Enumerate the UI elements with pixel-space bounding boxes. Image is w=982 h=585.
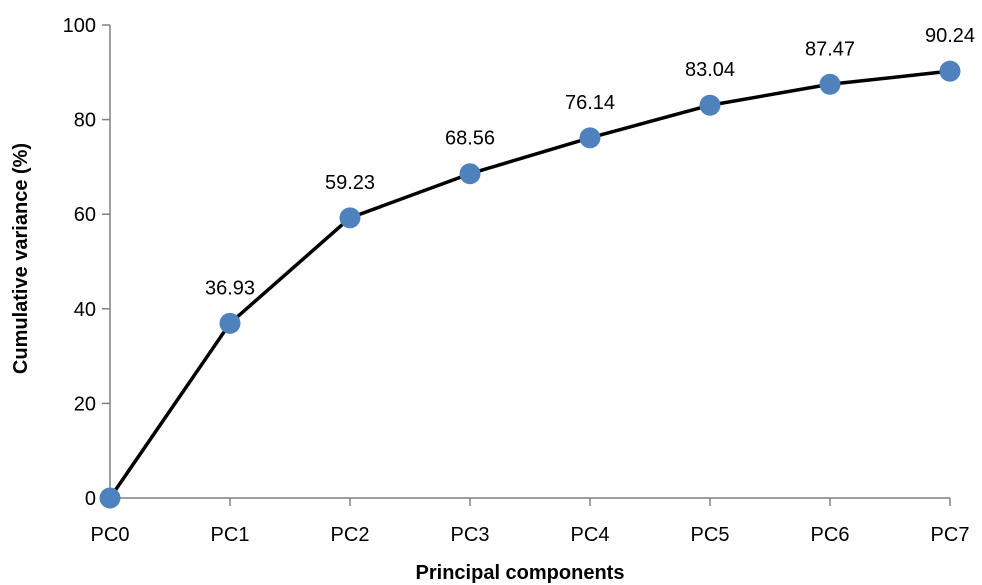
y-tick-label: 0 <box>85 488 96 510</box>
data-point-pc5 <box>699 94 721 116</box>
x-tick-label: PC2 <box>331 524 370 546</box>
x-tick-label: PC7 <box>931 524 970 546</box>
x-tick-label: PC6 <box>811 524 850 546</box>
data-label-pc2: 59.23 <box>325 172 375 194</box>
data-point-pc1 <box>219 312 241 334</box>
y-axis-title: Cumulative variance (%) <box>10 143 32 374</box>
data-point-pc7 <box>939 60 961 82</box>
y-tick-label: 20 <box>74 393 96 415</box>
y-tick-label: 40 <box>74 299 96 321</box>
y-tick-label: 100 <box>63 15 96 37</box>
series-cumulative-variance: 36.93 59.23 68.56 76.14 83.04 87.47 90.24 <box>99 25 975 509</box>
data-label-pc3: 68.56 <box>445 128 495 150</box>
x-tick-label: PC0 <box>91 524 130 546</box>
x-tick-label: PC4 <box>571 524 610 546</box>
y-tick-label: 80 <box>74 110 96 132</box>
data-label-pc5: 83.04 <box>685 59 735 81</box>
y-tick-label: 60 <box>74 204 96 226</box>
series-line <box>108 69 951 499</box>
data-point-pc0 <box>99 487 121 509</box>
data-point-pc3 <box>459 163 481 185</box>
data-label-pc6: 87.47 <box>805 38 855 60</box>
x-axis-title: Principal components <box>416 562 625 584</box>
y-axis-ticks: 0 20 40 60 80 100 <box>63 15 110 510</box>
data-label-pc4: 76.14 <box>565 92 615 114</box>
x-tick-label: PC3 <box>451 524 490 546</box>
data-label-pc7: 90.24 <box>925 25 975 47</box>
data-point-pc2 <box>339 207 361 229</box>
x-tick-label: PC1 <box>211 524 250 546</box>
data-point-pc4 <box>579 127 601 149</box>
plot-area: 0 20 40 60 80 100 PC0 PC1 PC2 PC3 PC4 PC5 PC6 PC7 36… <box>63 15 975 546</box>
x-axis-ticks: PC0 PC1 PC2 PC3 PC4 PC5 PC6 PC7 <box>91 498 970 546</box>
x-tick-label: PC5 <box>691 524 730 546</box>
data-label-pc1: 36.93 <box>205 277 255 299</box>
data-point-pc6 <box>819 73 841 95</box>
